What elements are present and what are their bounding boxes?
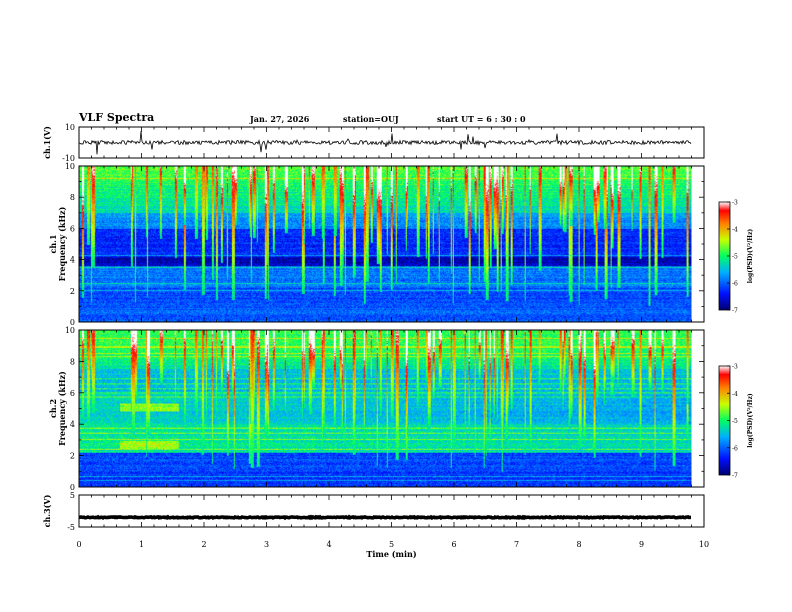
ch2-spectrogram-colorbar-tick-label: -5 (732, 418, 738, 425)
ch2-spectrogram-ytick-label: 4 (70, 420, 75, 429)
ch2-spectrogram-ytick-label: 6 (70, 389, 75, 398)
x-tick-label: 7 (514, 540, 519, 549)
x-tick-label: 0 (76, 540, 81, 549)
ch1-spectrogram-colorbar-tick-label: -5 (732, 254, 738, 261)
ch1-waveform-ylabel: ch.1(V) (42, 126, 52, 159)
ch2-spectrogram-ylabel: Frequency (kHz) (57, 371, 67, 446)
x-tick-label: 3 (264, 540, 269, 549)
ch1-waveform-ytick-label: -10 (62, 154, 75, 163)
x-tick-label: 1 (139, 540, 144, 549)
ch2-spectrogram-ytick-label: 10 (65, 326, 75, 335)
ch1-spectrogram-colorbar-tick-label: -3 (732, 200, 738, 207)
ch1-spectrogram-ylabel: Frequency (kHz) (57, 206, 67, 281)
ch3-waveform-ytick-label: 5 (70, 491, 75, 500)
x-tick-label: 8 (576, 540, 581, 549)
ch1-spectrogram-colorbar-tick-label: -7 (732, 308, 738, 315)
date-label: Jan. 27, 2026 (250, 114, 310, 124)
ch3-waveform-ylabel: ch.3(V) (42, 494, 52, 527)
ch1-spectrogram-colorbar-label: log(PSD)(V²/Hz) (747, 229, 754, 284)
x-tick-label: 5 (389, 540, 394, 549)
x-tick-label: 9 (639, 540, 644, 549)
ch1-waveform-trace (78, 131, 692, 155)
x-axis-label: Time (min) (366, 549, 416, 559)
ch3-waveform-trace (78, 514, 691, 521)
x-tick-label: 2 (201, 540, 206, 549)
station-label: station=OUJ (343, 114, 399, 124)
ch1-waveform-ytick-label: 10 (65, 123, 75, 132)
ch1-spectrogram-ytick-label: 0 (70, 318, 75, 327)
ch2-spectrogram-colorbar-tick-label: -6 (732, 445, 738, 452)
ch1-spectrogram-ytick-label: 6 (70, 224, 75, 233)
ch1-spectrogram-ytick-label: 8 (70, 193, 75, 202)
ch1-spectrogram-ytick-label: 10 (65, 162, 75, 171)
ch1-spectrogram-ytick-label: 2 (70, 287, 75, 296)
ch2-spectrogram-ytick-label: 0 (70, 483, 75, 492)
ch1-spectrogram-heatmap (79, 166, 692, 322)
ch2-spectrogram-heatmap (79, 330, 692, 487)
ch1-spectrogram-ytick-label: 4 (70, 256, 75, 265)
ch1-spectrogram-colorbar-tick-label: -4 (732, 227, 738, 234)
ch3-waveform-ytick-label: -5 (67, 523, 75, 532)
ch2-spectrogram-colorbar-tick-label: -3 (732, 364, 738, 371)
ch1-spectrogram-colorbar-tick-label: -6 (732, 281, 738, 288)
start-ut-label: start UT = 6 : 30 : 0 (437, 114, 526, 124)
ch2-spectrogram-ytick-label: 2 (70, 452, 75, 461)
ch2-spectrogram-colorbar-label: log(PSD)(V²/Hz) (747, 393, 754, 448)
chart-title: VLF Spectra (79, 111, 155, 124)
x-tick-label: 4 (326, 540, 331, 549)
ch2-spectrogram-ylabel-channel: ch.2 (48, 399, 58, 418)
x-tick-label: 10 (699, 540, 709, 549)
ch1-spectrogram-ylabel-channel: ch.1 (48, 234, 58, 253)
ch2-spectrogram-colorbar-tick-label: -4 (732, 391, 738, 398)
ch2-spectrogram-ytick-label: 8 (70, 357, 75, 366)
x-tick-label: 6 (451, 540, 456, 549)
ch2-spectrogram-colorbar-tick-label: -7 (732, 473, 738, 480)
